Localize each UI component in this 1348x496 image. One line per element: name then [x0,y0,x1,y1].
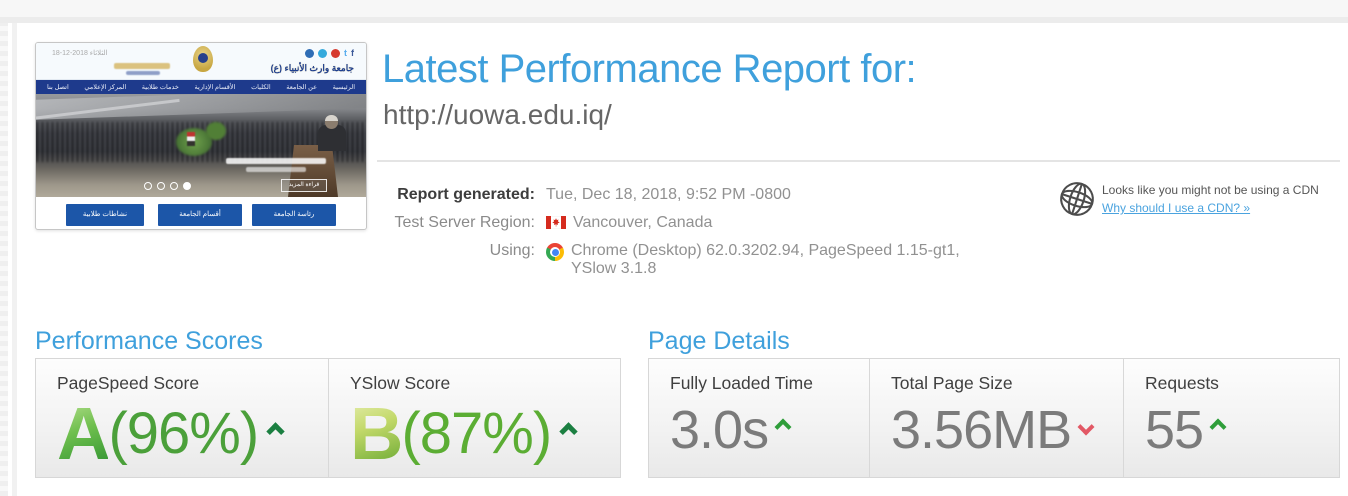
thumb-social-icons: t f [305,49,354,58]
hero-speaker [318,125,346,151]
youtube-icon [331,49,340,58]
thumb-hero-photo: قراءة المزيد [36,94,366,197]
thumb-ministry-logo-line2 [126,71,160,75]
header-divider [377,160,1340,162]
left-edge-band [12,23,17,496]
report-url: http://uowa.edu.iq/ [383,99,612,130]
twitter-icon: t [344,48,347,58]
hero-flag [187,132,195,146]
pagespeed-score-label: PageSpeed Score [57,373,200,393]
trend-up-icon [774,418,792,436]
cdn-why-link[interactable]: Why should I use a CDN? » [1102,201,1251,215]
thumb-card-presidency: رئاسة الجامعة [252,204,336,226]
thumb-nav-item: المركز الإعلامي [84,84,127,91]
meta-row-region: Test Server Region: Vancouver, Canada [383,214,712,232]
thumb-navbar: الرئيسية عن الجامعة الكليات الأقسام الإد… [36,80,366,94]
thumb-nav-item: اتصل بنا [47,84,69,91]
thumb-site-title: جامعة وارث الأنبياء (ع) [270,63,354,73]
hero-canopy [36,94,366,120]
fully-loaded-time-cell: Fully Loaded Time 3.0s [649,359,869,477]
pagespeed-percent: (96%) [108,401,259,466]
carousel-dot [157,182,165,190]
top-strip-shadow [0,17,1348,23]
requests-cell: Requests 55 [1123,359,1339,477]
site-thumbnail: الثلاثاء 2018-12-18 t f جامعة وارث الأنب… [35,42,367,230]
thumb-nav-item: الأقسام الإدارية [194,84,236,91]
hero-caption-line [226,158,326,164]
globe-icon [1060,182,1094,216]
carousel-dot [144,182,152,190]
thumb-topbar: الثلاثاء 2018-12-18 t f جامعة وارث الأنب… [36,43,366,80]
hero-caption-line-2 [246,167,306,172]
page-title: Latest Performance Report for: [382,47,917,91]
fully-loaded-time-label: Fully Loaded Time [670,373,813,393]
hero-speaker-hair [325,115,338,121]
yslow-grade: B [350,392,403,475]
using-value: Chrome (Desktop) 62.0.3202.94, PageSpeed… [571,242,960,259]
yslow-score-cell: YSlow Score B (87%) [328,359,620,477]
trend-up-icon [1209,418,1227,436]
chrome-icon [546,243,564,261]
carousel-dot [170,182,178,190]
canada-flag-icon [546,216,566,229]
carousel-dot-active [183,182,191,190]
trend-down-icon [1077,418,1095,436]
thumb-nav-item: الرئيسية [332,84,355,91]
thumb-nav-item: خدمات طلابية [141,84,179,91]
meta-row-using: Using: Chrome (Desktop) 62.0.3202.94, Pa… [383,242,960,278]
report-generated-label: Report generated: [397,186,535,203]
thumb-ministry-logo [114,63,170,69]
performance-scores-heading: Performance Scores [35,327,263,355]
hero-readmore-button: قراءة المزيد [281,179,327,192]
using-label: Using: [489,242,535,259]
meta-row-generated: Report generated: Tue, Dec 18, 2018, 9:5… [383,186,791,204]
fully-loaded-time-value: 3.0s [670,400,769,460]
hero-carousel-dots [144,182,191,190]
page-details-panel: Fully Loaded Time 3.0s Total Page Size 3… [648,358,1340,478]
test-server-region-label: Test Server Region: [394,214,535,231]
thumb-card-departments: أقسام الجامعة [158,204,242,226]
total-page-size-cell: Total Page Size 3.56MB [869,359,1123,477]
yslow-percent: (87%) [401,401,552,466]
trend-up-icon [559,421,578,441]
social-circle-icon [305,49,314,58]
top-strip [0,0,1348,17]
thumb-university-emblem [193,46,213,72]
using-value-line2: YSlow 3.1.8 [571,260,657,277]
thumb-nav-item: عن الجامعة [286,84,317,91]
yslow-score-label: YSlow Score [350,373,451,393]
hero-foliage-2 [206,122,226,140]
report-generated-value: Tue, Dec 18, 2018, 9:52 PM -0800 [546,186,791,203]
performance-scores-panel: PageSpeed Score A (96%) YSlow Score B (8… [35,358,621,478]
thumb-date: الثلاثاء 2018-12-18 [52,50,108,57]
test-server-region-value: Vancouver, Canada [573,214,713,231]
thumb-card-activities: نشاطات طلابية [66,204,144,226]
requests-label: Requests [1145,373,1219,393]
requests-value: 55 [1145,400,1204,460]
thumb-nav-item: الكليات [251,84,271,91]
total-page-size-value: 3.56MB [891,400,1072,460]
pagespeed-score-cell: PageSpeed Score A (96%) [36,359,328,477]
trend-up-icon [266,421,285,441]
telegram-icon [318,49,327,58]
total-page-size-label: Total Page Size [891,373,1013,393]
cdn-notice-text: Looks like you might not be using a CDN [1102,183,1319,197]
left-edge-pattern [0,23,8,496]
page-details-heading: Page Details [648,327,790,355]
pagespeed-grade: A [57,392,110,475]
facebook-icon: f [351,48,354,58]
